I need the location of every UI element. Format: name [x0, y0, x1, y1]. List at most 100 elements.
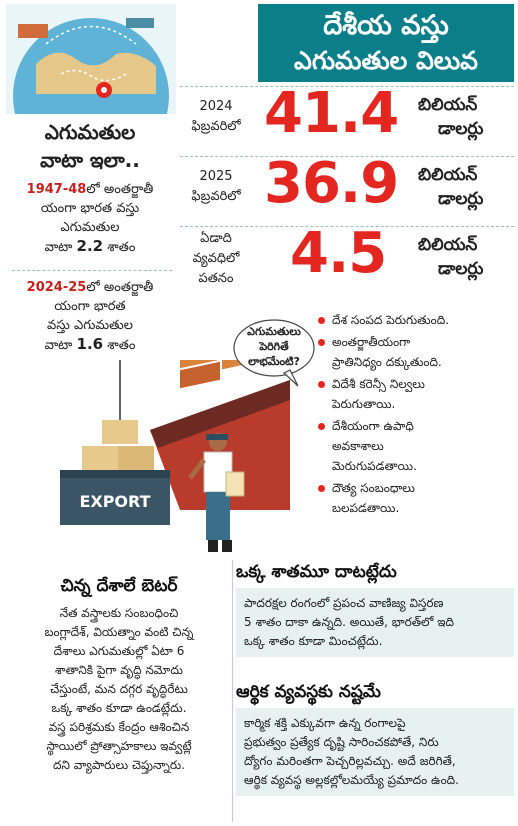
export-crate-label: EXPORT: [79, 492, 150, 511]
share-period: 1947-48: [26, 182, 87, 197]
body-line: పాదరక్షల రంగంలో ప్రపంచ వాణిజ్య విస్తరణ: [244, 596, 444, 610]
bubble-line: పెరిగితే: [259, 340, 289, 353]
body-line: ఒక్క శాతం కూడా ఉండట్లేదు.: [51, 701, 187, 715]
economy-loss-section: ఆర్థిక వ్యవస్థకు నష్టమే కార్మిక శక్తి ఎక…: [236, 680, 514, 796]
share-text: శాతం: [107, 338, 136, 353]
stat-unit-line2: డాలర్లు: [438, 189, 484, 209]
body-line: ద్యోగం మరింతగా పెచ్చరిల్లవచ్చు. అదే జరిగ…: [244, 754, 456, 768]
section-heading: ఆర్థిక వ్యవస్థకు నష్టమే: [236, 682, 381, 702]
bullet-dot-icon: [318, 339, 325, 346]
body-line: బంగ్లాదేశ్, వియత్నాం వంటి చిన్న: [44, 625, 194, 639]
stat-value: 36.9: [264, 151, 399, 216]
share-text: యంగా భారత: [54, 299, 126, 314]
share-text: లో అంతర్జాతీ: [86, 182, 154, 197]
list-item-text: బలపడతాయి.: [332, 501, 400, 515]
share-text: లో అంతర్జాతీ: [86, 280, 154, 295]
stat-row-2024: 2024 ఫిబ్రవరిలో 41.4 బిలియన్ డాలర్లు: [180, 81, 514, 157]
body-line: కార్మిక శక్తి ఎక్కువగా ఉన్న రంగాలపై: [244, 716, 406, 730]
share-title-line2: వాటా ఇలా..: [40, 148, 140, 172]
bullet-dot-icon: [318, 423, 325, 430]
stat-value: 4.5: [290, 221, 387, 286]
title-line-1: దేశీయ వస్తు: [323, 10, 449, 41]
share-text: శాతం: [107, 240, 136, 255]
list-item: దేశీయంగా ఉపాధి అవకాశాలు మెరుగుపడతాయి.: [318, 416, 516, 476]
stat-unit-line1: బిలియన్: [418, 95, 478, 115]
stat-label-line2: వ్యవధిలో: [192, 251, 240, 266]
body-line: ఆర్థిక వ్యవస్థ అల్లకల్లోలమయ్యే ప్రమాదం ఉ…: [244, 773, 459, 787]
list-item: దేశ సంపద పెరుగుతుంది.: [318, 310, 516, 330]
share-text: వస్తు ఎగుమతుల: [47, 318, 133, 333]
body-line: శాతానికి పైగా వృద్ధి నమోదు: [55, 663, 183, 677]
small-countries-section: చిన్న దేశాలే బెటర్ నేత వస్త్రాలకు సంబంధి…: [6, 574, 232, 775]
share-text: యంగా భారత వస్తు: [40, 201, 140, 216]
stat-year: 2024: [199, 99, 233, 114]
list-item-text: మెరుగుపడతాయి.: [332, 459, 417, 473]
stat-unit-line1: బిలియన్: [418, 235, 478, 255]
stat-unit: బిలియన్ డాలర్లు: [418, 163, 514, 211]
title-banner: దేశీయ వస్తు ఎగుమతుల విలువ: [258, 4, 514, 82]
stat-unit: బిలియన్ డాలర్లు: [418, 93, 514, 141]
stat-label: 2024 ఫిబ్రవరిలో: [184, 97, 248, 137]
body-line: దని వ్యాపారులు చెప్తున్నారు.: [53, 758, 185, 772]
body-line: 5 శాతం దాకా ఉన్నది. అయితే, భారత్‌లో ఇది: [244, 615, 454, 629]
stat-unit-line2: డాలర్లు: [438, 259, 484, 279]
list-item-text: అంతర్జాతీయంగా: [332, 335, 411, 349]
share-period: 2024-25: [26, 280, 87, 295]
export-ship-illustration: EXPORT: [40, 322, 340, 570]
question-bubble-text: ఎగుమతులు పెరిగితే లాభమేంటి?: [236, 324, 312, 369]
share-title-line1: ఎగుమతుల: [44, 120, 136, 144]
list-item-text: విదేశీ కరెన్సీ నిల్వలు: [332, 377, 425, 391]
list-item-text: దేశ సంపద పెరుగుతుంది.: [332, 313, 450, 327]
export-share-box: ఎగుమతుల వాటా ఇలా.. 1947-48లో అంతర్జాతీ య…: [6, 118, 174, 380]
stat-row-decline: ఏడాది వ్యవధిలో పతనం 4.5 బిలియన్ డాలర్లు: [180, 221, 514, 303]
share-divider: [12, 270, 172, 271]
benefits-list: దేశ సంపద పెరుగుతుంది. అంతర్జాతీయంగా ప్రా…: [318, 310, 516, 520]
bullet-dot-icon: [318, 485, 325, 492]
stat-unit-line2: డాలర్లు: [438, 119, 484, 139]
stat-value: 41.4: [264, 81, 399, 146]
globe-shipping-illustration: [6, 4, 176, 174]
section-body: కార్మిక శక్తి ఎక్కువగా ఉన్న రంగాలపై ప్రభ…: [236, 708, 514, 796]
list-item: అంతర్జాతీయంగా ప్రాతినిధ్యం దక్కుతుంది.: [318, 332, 516, 372]
share-item-1947: 1947-48లో అంతర్జాతీ యంగా భారత వస్తు ఎగుమ…: [6, 180, 174, 257]
share-item-2024: 2024-25లో అంతర్జాతీ యంగా భారత వస్తు ఎగుమ…: [6, 278, 174, 355]
list-item-text: ప్రాతినిధ్యం దక్కుతుంది.: [332, 355, 442, 369]
stat-label: 2025 ఫిబ్రవరిలో: [184, 167, 248, 207]
share-text: వాటా: [44, 240, 73, 255]
section-body: పాదరక్షల రంగంలో ప్రపంచ వాణిజ్య విస్తరణ 5…: [236, 588, 514, 657]
one-percent-section: ఒక్క శాతమూ దాటట్లేదు పాదరక్షల రంగంలో ప్ర…: [236, 560, 514, 657]
list-item: దౌత్య సంబంధాలు బలపడతాయి.: [318, 478, 516, 518]
question-bubble: [232, 318, 316, 388]
list-item-text: దేశీయంగా ఉపాధి: [332, 419, 414, 433]
body-line: ప్రభుత్వం ప్రత్యేక దృష్టి సారించకపోతే, న…: [244, 735, 439, 749]
stat-label-line3: పతనం: [198, 271, 234, 286]
body-line: నేత వస్త్రాలకు సంబంధించి: [59, 606, 179, 620]
list-item: విదేశీ కరెన్సీ నిల్వలు పెరుగుతాయి.: [318, 374, 516, 414]
share-text: వాటా: [44, 338, 73, 353]
body-line: స్థాయిలో ప్రోత్సాహకాలు ఇవ్వట్లే: [46, 739, 192, 753]
list-item-text: దౌత్య సంబంధాలు: [332, 481, 415, 495]
body-line: వస్త్ర పరిశ్రమకు కేంద్రం ఆశించిన: [48, 720, 190, 734]
bubble-line: లాభమేంటి?: [248, 355, 300, 368]
stat-unit: బిలియన్ డాలర్లు: [418, 233, 514, 281]
bullet-dot-icon: [318, 381, 325, 388]
stat-month: ఫిబ్రవరిలో: [191, 119, 241, 134]
section-heading: ఒక్క శాతమూ దాటట్లేదు: [236, 562, 397, 582]
section-body: నేత వస్త్రాలకు సంబంధించి బంగ్లాదేశ్, వియ…: [6, 604, 232, 775]
stat-label-line1: ఏడాది: [200, 231, 232, 246]
stat-label: ఏడాది వ్యవధిలో పతనం: [184, 229, 248, 289]
bubble-line: ఎగుమతులు: [247, 325, 301, 338]
list-item-text: పెరుగుతాయి.: [332, 397, 396, 411]
share-value: 1.6: [76, 335, 104, 353]
share-title: ఎగుమతుల వాటా ఇలా..: [6, 118, 174, 174]
body-line: దేశాలు ఎగుమతుల్లో ఏటా 6: [53, 644, 185, 658]
stat-year: 2025: [199, 169, 233, 184]
share-value: 2.2: [76, 237, 104, 255]
stat-month: ఫిబ్రవరిలో: [191, 189, 241, 204]
body-line: ఒక్క శాతం కూడా మించట్లేదు.: [244, 634, 383, 648]
column-divider: [232, 560, 233, 822]
share-text: ఎగుమతుల: [60, 220, 120, 235]
body-line: చేస్తుంటే, మన దగ్గర వృద్ధిరేటు: [50, 682, 188, 696]
section-heading: చిన్న దేశాలే బెటర్: [60, 576, 178, 596]
list-item-text: అవకాశాలు: [332, 439, 384, 453]
